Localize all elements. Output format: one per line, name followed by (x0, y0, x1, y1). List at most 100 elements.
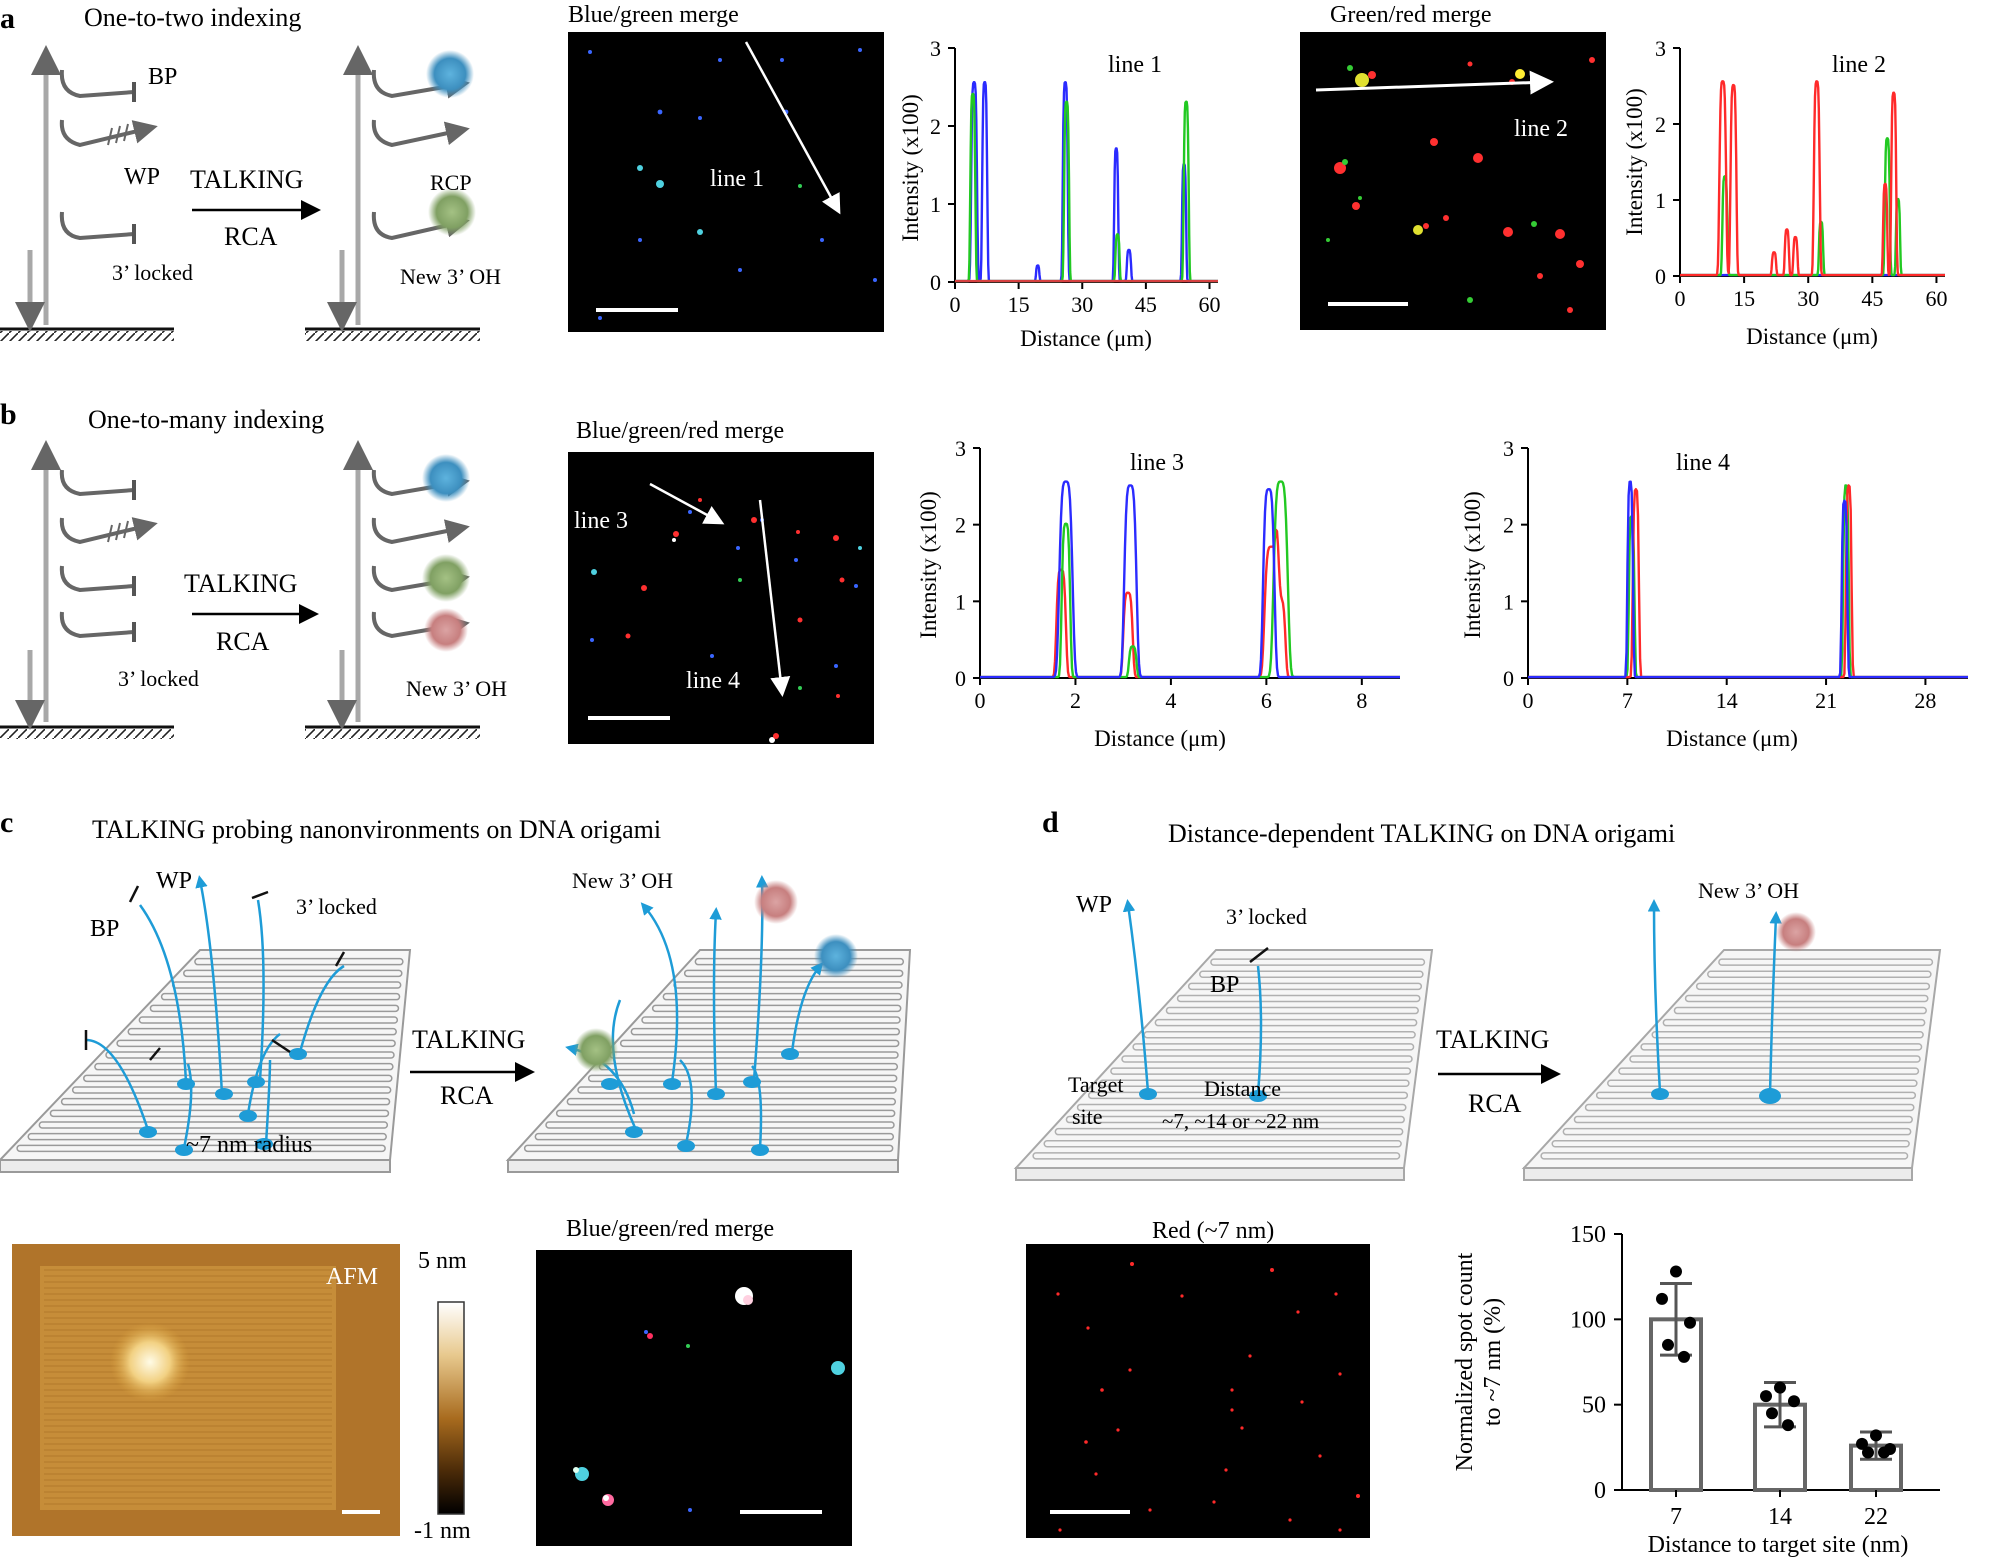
label-site: site (1072, 1104, 1103, 1129)
locked-cap (1249, 947, 1269, 963)
y-tick-label: 3 (955, 436, 966, 461)
line-label: line 3 (574, 508, 628, 534)
dna-origami-after (1521, 899, 1942, 1181)
x-label: Distance to target site (nm) (1648, 1532, 1909, 1558)
line-scan-arrow (744, 41, 841, 215)
anchor-bp (1249, 1090, 1267, 1102)
colorbar-max: 5 nm (418, 1248, 467, 1274)
data-point (1670, 1265, 1682, 1278)
panel-d: d Distance-dependent TALKING on DNA orig… (1013, 806, 1942, 1558)
origami-helix (94, 1062, 394, 1071)
data-point (1862, 1446, 1874, 1459)
probe-strands (85, 875, 345, 1149)
dna-origami-after (505, 875, 912, 1173)
label-bp: BP (1210, 972, 1239, 998)
origami-helix (577, 1086, 897, 1094)
panel-letter: a (0, 2, 15, 35)
series-line-blue (954, 81, 1219, 283)
rcp-red-icon (1776, 912, 1816, 952)
y-tick-label: 1 (1503, 589, 1514, 614)
origami-helix (1154, 1018, 1418, 1027)
y-label: Intensity (x100) (1622, 88, 1647, 236)
plot-area: 0 2 4 6 8 0 1 2 3 (955, 436, 1401, 713)
y-tick-label: 3 (1503, 436, 1514, 461)
panel-title: One-to-many indexing (88, 405, 324, 434)
origami-helix (116, 1039, 396, 1048)
series-line-blue (1527, 480, 1969, 679)
panel-a: a One-to-two indexing BP WP 3’ locked TA… (0, 2, 1947, 351)
locked-caps (84, 885, 346, 1061)
x-tick-label: 7 (1670, 1504, 1682, 1530)
schematic-before (0, 45, 174, 341)
line-label: line 1 (710, 166, 764, 192)
plot-area: 0 7 14 21 28 0 1 2 3 (1503, 436, 1969, 713)
x-label: Distance (μm) (1746, 324, 1878, 349)
x-tick-label: 2 (1070, 688, 1081, 713)
series-line-red (979, 528, 1401, 679)
fluorescent-spots (573, 1287, 845, 1512)
chart-line1: 0 15 30 45 60 0 1 2 3 line 1 Intensity (x100) Di… (898, 36, 1221, 351)
y-label: Intensity (x100) (916, 491, 941, 639)
origami-helix (1187, 982, 1423, 991)
y-tick-label: 3 (930, 36, 941, 61)
micrograph-blue-green-red (536, 1250, 852, 1546)
label-wp: WP (124, 164, 160, 190)
label-wp: WP (1076, 892, 1112, 918)
origami-helix (1607, 1079, 1918, 1087)
x-tick-label: 6 (1261, 688, 1272, 713)
data-point (1760, 1390, 1772, 1403)
anchor-target (1139, 1088, 1157, 1100)
data-point (1856, 1437, 1868, 1450)
x-tick-label: 22 (1864, 1504, 1888, 1530)
origami-helix (1684, 994, 1929, 1003)
origami-helix (630, 1027, 901, 1036)
rcp-green-icon (428, 188, 476, 236)
line-scan-arrow (758, 499, 791, 697)
y-tick-label: 1 (1655, 188, 1666, 213)
anchor-points (601, 1048, 799, 1156)
label-target: Target (1068, 1072, 1123, 1097)
origami-helix (1165, 1006, 1419, 1015)
origami-helix (534, 1132, 895, 1141)
x-tick-label: 0 (1523, 688, 1534, 713)
origami-helix (641, 1016, 901, 1024)
origami-helix (1640, 1043, 1923, 1051)
x-tick-label: 0 (1675, 286, 1686, 311)
data-point (1662, 1338, 1674, 1351)
origami-helix (149, 1004, 400, 1013)
origami-helix (1662, 1018, 1926, 1027)
schematic-after (305, 45, 480, 341)
origami-rails (523, 957, 905, 1153)
origami-helix (545, 1121, 895, 1129)
y-label-line-1: Normalized spot count (1452, 1252, 1478, 1471)
y-tick-label: 0 (930, 270, 941, 295)
origami-helix (1651, 1031, 1924, 1039)
panel-letter: b (0, 398, 17, 431)
origami-helix (38, 1121, 389, 1129)
origami-helix (1065, 1115, 1405, 1124)
micrograph-blue-green-red (568, 452, 874, 744)
y-tick-label: 2 (1655, 112, 1666, 137)
x-label: Distance (μm) (1094, 726, 1226, 751)
y-tick-label: 0 (955, 666, 966, 691)
chart-line3: 0 2 4 6 8 0 1 2 3 line 3 Intensity (x100) Distan… (916, 436, 1401, 751)
y-label: Intensity (x100) (898, 94, 923, 242)
x-label: Distance (μm) (1020, 326, 1152, 351)
origami-helix (1176, 994, 1421, 1003)
y-tick-label: 0 (1594, 1478, 1606, 1504)
micrograph-title: Green/red merge (1330, 2, 1491, 28)
y-tick-label: 100 (1570, 1307, 1606, 1333)
origami-helix (16, 1144, 386, 1153)
schematic-after (305, 440, 480, 739)
rcp-green-icon (574, 1028, 618, 1072)
origami-helix (183, 969, 403, 978)
rcp-green-icon (422, 554, 470, 602)
chart-title: line 4 (1676, 450, 1730, 476)
bar (1753, 1402, 1807, 1492)
origami-helix (566, 1097, 897, 1106)
x-tick-label: 21 (1815, 688, 1837, 713)
chart-title: line 1 (1108, 52, 1162, 78)
origami-helix (1076, 1103, 1407, 1112)
series-line-green (1527, 484, 1969, 679)
